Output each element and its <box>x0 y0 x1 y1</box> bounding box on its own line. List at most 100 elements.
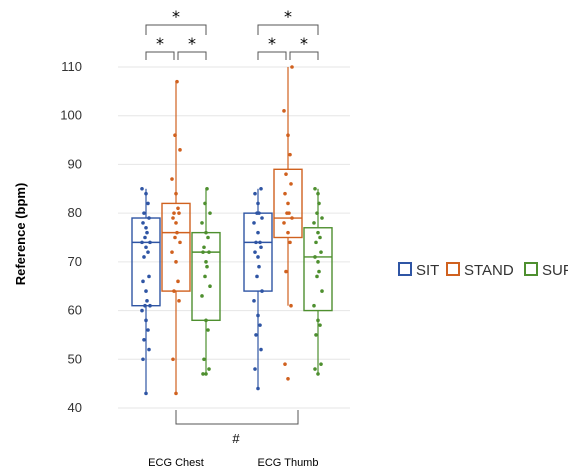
category-label: ECG Chest <box>148 457 204 469</box>
bracket-right-0 <box>177 51 207 60</box>
category-label: ECG Thumb <box>258 457 319 469</box>
bracket-left-1 <box>257 51 287 60</box>
data-point <box>260 289 264 293</box>
data-point <box>175 230 179 235</box>
data-point <box>284 269 288 274</box>
data-point <box>256 386 260 391</box>
box-sup-0 <box>191 186 221 376</box>
bracket-outer-1 <box>257 24 319 35</box>
data-point <box>148 303 152 308</box>
data-point <box>202 245 206 250</box>
data-point <box>288 240 292 245</box>
data-point <box>282 109 286 113</box>
data-point <box>260 216 264 220</box>
data-point <box>144 318 148 323</box>
data-point <box>147 216 151 220</box>
data-point <box>259 245 263 250</box>
data-point <box>317 201 321 206</box>
data-point <box>141 279 145 284</box>
data-point <box>289 303 293 308</box>
data-point <box>286 133 290 137</box>
data-point <box>289 182 293 186</box>
data-point <box>253 250 257 254</box>
data-point <box>148 240 152 245</box>
data-point <box>144 191 148 196</box>
data-point <box>258 240 262 245</box>
data-point <box>172 211 176 215</box>
data-point <box>142 338 146 342</box>
data-point <box>175 79 179 84</box>
y-tick-label: 60 <box>68 303 82 318</box>
hash-annotation: # <box>232 431 240 446</box>
data-point <box>287 211 291 215</box>
box-stand-0 <box>161 79 191 396</box>
data-point <box>284 172 288 176</box>
data-point <box>317 269 321 274</box>
legend-label: STAND <box>464 262 514 279</box>
data-point <box>318 235 322 240</box>
data-point <box>316 372 320 376</box>
data-point <box>144 245 148 250</box>
boxes <box>131 65 333 396</box>
data-point <box>201 250 205 254</box>
legend-item-sit: SIT <box>398 262 439 279</box>
data-point <box>207 250 211 254</box>
box-stand-1 <box>273 65 303 381</box>
data-point <box>312 221 316 225</box>
data-point <box>141 357 145 362</box>
data-point <box>316 260 320 264</box>
data-point <box>144 289 148 293</box>
data-point <box>318 323 322 327</box>
data-point <box>290 65 294 69</box>
significance-star: * <box>156 34 164 53</box>
y-tick-label: 100 <box>60 108 82 123</box>
y-tick-label: 40 <box>68 400 82 415</box>
data-point <box>201 372 205 376</box>
data-point <box>257 264 261 269</box>
data-point <box>178 240 182 245</box>
data-point <box>146 201 150 206</box>
data-point <box>173 235 177 240</box>
data-point <box>319 362 323 366</box>
data-point <box>174 191 178 196</box>
data-point <box>256 255 260 259</box>
data-point <box>143 235 147 240</box>
category-labels: ECG Chest ECG Thumb <box>148 457 318 469</box>
y-tick-label: 90 <box>68 156 82 171</box>
data-point <box>142 255 146 259</box>
y-tick-label: 50 <box>68 351 82 366</box>
data-point <box>290 216 294 220</box>
legend-item-stand: STAND <box>446 262 514 279</box>
data-point <box>313 255 317 259</box>
data-point <box>170 250 174 254</box>
bracket-outer-0 <box>145 24 207 35</box>
data-point <box>288 152 292 157</box>
legend-swatch <box>446 262 460 276</box>
data-point <box>314 333 318 337</box>
data-point <box>286 201 290 206</box>
data-point <box>146 328 150 332</box>
iqr-box <box>161 202 191 292</box>
data-point <box>254 240 258 245</box>
data-point <box>316 318 320 323</box>
data-point <box>315 274 319 279</box>
data-point <box>202 357 206 362</box>
data-point <box>256 201 260 206</box>
iqr-box <box>243 212 273 292</box>
y-tick-label: 80 <box>68 205 82 220</box>
data-point <box>258 323 262 327</box>
significance-brackets: * * * * * * # <box>145 7 319 446</box>
data-point <box>319 250 323 254</box>
data-point <box>171 357 175 362</box>
box-sup-1 <box>303 186 333 376</box>
data-point <box>171 216 175 220</box>
data-point <box>203 201 207 206</box>
box-sit-1 <box>243 186 273 391</box>
data-point <box>141 221 145 225</box>
data-point <box>203 274 207 279</box>
data-point <box>286 376 290 381</box>
data-point <box>178 148 182 152</box>
data-point <box>313 367 317 371</box>
legend-label: SUP <box>542 262 568 279</box>
